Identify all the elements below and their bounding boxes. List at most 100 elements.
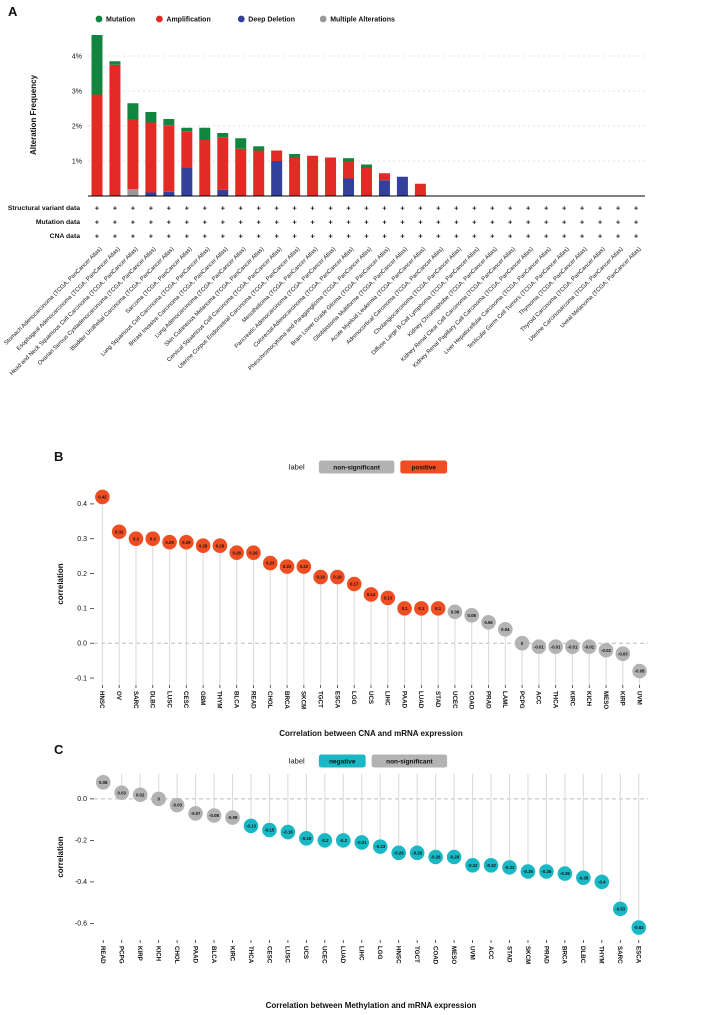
data-availability-mark: + <box>95 203 100 212</box>
data-availability-mark: + <box>436 231 441 240</box>
lollipop-point-STAD <box>502 860 517 875</box>
data-availability-mark: + <box>418 217 423 226</box>
point-value: -0.23 <box>375 844 385 849</box>
category-label: LIHC <box>358 946 365 961</box>
data-availability-mark: + <box>113 231 118 240</box>
lollipop-point-LUAD <box>414 601 429 616</box>
data-availability-mark: + <box>454 203 459 212</box>
data-availability-mark: + <box>544 203 549 212</box>
data-availability-mark: + <box>580 231 585 240</box>
data-availability-mark: + <box>364 217 369 226</box>
category-label: GBM <box>199 691 206 705</box>
category-label: KIRC <box>228 946 235 962</box>
lollipop-point-LUAD <box>336 833 351 848</box>
lollipop-point-UCEC <box>317 833 333 848</box>
category-label: PAAD <box>400 691 407 709</box>
data-availability-mark: + <box>382 217 387 226</box>
data-availability-mark: + <box>454 231 459 240</box>
point-value: -0.08 <box>209 813 219 818</box>
category-label: Head and Neck Squamous Cell Carcinoma (T… <box>9 246 140 377</box>
data-availability-mark: + <box>274 231 279 240</box>
bar-segment-mutation <box>91 35 103 95</box>
legend-label: Multiple Alterations <box>330 17 395 24</box>
y-tick-label: 3% <box>72 88 82 95</box>
lollipop-point-BLCA <box>206 808 222 823</box>
lollipop-point-LIHC <box>354 835 370 850</box>
data-availability-mark: + <box>185 203 190 212</box>
point-value: 0.02 <box>136 792 145 797</box>
bar-segment-deep_deletion <box>343 178 355 196</box>
lollipop-point-BRCA <box>557 866 573 881</box>
data-availability-mark: + <box>490 217 495 226</box>
point-value: 0.23 <box>266 561 275 566</box>
lollipop-point-ESCA <box>330 569 345 585</box>
data-availability-mark: + <box>328 203 333 212</box>
bar-segment-deep_deletion <box>217 189 229 196</box>
point-value: 0.22 <box>283 564 292 569</box>
point-value: 0.1 <box>418 606 425 611</box>
data-availability-mark: + <box>436 203 441 212</box>
data-availability-mark: + <box>454 217 459 226</box>
point-value: 0.28 <box>199 543 208 548</box>
point-value: 0.3 <box>150 536 157 541</box>
panel-letter: B <box>54 449 63 464</box>
point-value: -0.02 <box>601 648 611 653</box>
data-availability-mark: + <box>490 231 495 240</box>
data-availability-mark: + <box>364 203 369 212</box>
legend-title: label <box>289 463 305 472</box>
lollipop-point-UCEC <box>447 604 463 620</box>
bar-segment-deep_deletion <box>181 168 193 196</box>
data-availability-mark: + <box>256 231 261 240</box>
bar-segment-multiple_alterations <box>127 189 139 196</box>
data-availability-mark: + <box>328 217 333 226</box>
y-axis-title: correlation <box>56 563 65 604</box>
bar-segment-mutation <box>253 146 265 151</box>
data-availability-mark: + <box>131 203 136 212</box>
lollipop-point-CESC <box>262 822 277 838</box>
point-value: 0.1 <box>402 606 409 611</box>
point-value: 0.08 <box>468 613 477 618</box>
data-availability-mark: + <box>113 203 118 212</box>
bar-segment-amplification <box>217 137 229 190</box>
lollipop-point-COAD <box>428 849 443 865</box>
lollipop-point-LUSC <box>162 534 177 550</box>
legend-dot-mutation <box>95 15 103 23</box>
y-tick-label: 4% <box>72 53 82 60</box>
lollipop-point-SKCM <box>296 559 312 574</box>
lollipop-point-THCA <box>243 818 259 834</box>
legend-dot-amplification <box>156 15 163 23</box>
lollipop-point-TGCT <box>313 569 328 585</box>
bar-segment-mutation <box>181 127 193 132</box>
lollipop-point-KIRC <box>225 810 240 825</box>
lollipop-point-READ <box>246 545 261 560</box>
y-tick-label: 2% <box>72 123 82 130</box>
legend-label: Deep Deletion <box>248 17 295 24</box>
data-availability-mark: + <box>131 231 136 240</box>
point-value: -0.33 <box>505 865 515 870</box>
data-availability-mark: + <box>364 231 369 240</box>
point-value: 0.19 <box>316 575 325 580</box>
category-label: LIHC <box>384 691 391 706</box>
data-availability-mark: + <box>310 231 315 240</box>
data-availability-mark: + <box>328 231 333 240</box>
lollipop-point-LGG <box>346 576 362 592</box>
lollipop-point-DLBC <box>145 531 161 547</box>
data-availability-mark: + <box>274 217 279 226</box>
bar-segment-amplification <box>271 150 283 161</box>
lollipop-point-CHOL <box>169 797 185 813</box>
lollipop-point-GBM <box>195 538 211 553</box>
bar-segment-amplification <box>253 150 265 196</box>
y-tick-label: 0.0 <box>77 796 87 803</box>
legend-label: Amplification <box>166 17 210 24</box>
bar-segment-amplification <box>145 122 157 193</box>
data-availability-mark: + <box>508 203 513 212</box>
data-availability-mark: + <box>149 217 154 226</box>
point-value: 0.29 <box>165 540 174 545</box>
lollipop-point-BRCA <box>279 559 295 574</box>
bar-segment-deep_deletion <box>396 176 408 196</box>
data-availability-mark: + <box>256 203 261 212</box>
lollipop-point-PCPG <box>514 635 530 651</box>
bar-segment-amplification <box>307 155 319 196</box>
data-availability-mark: + <box>239 217 244 226</box>
